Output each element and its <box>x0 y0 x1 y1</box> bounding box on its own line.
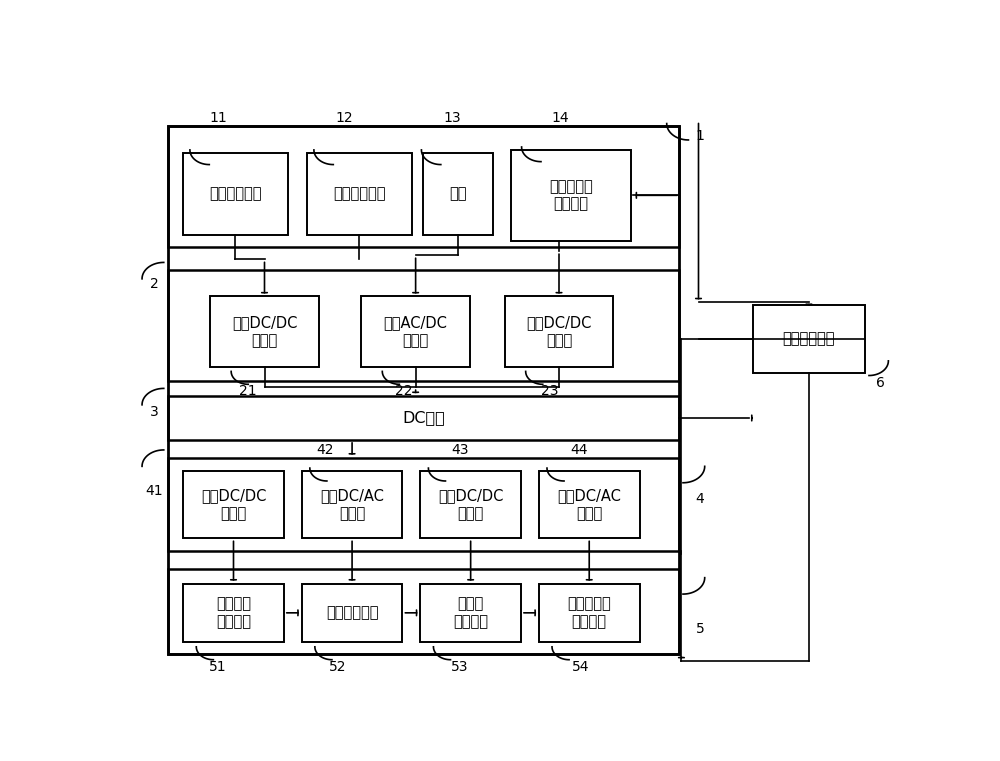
Text: 11: 11 <box>209 110 227 125</box>
Bar <box>511 150 631 240</box>
Text: 21: 21 <box>239 384 256 398</box>
Text: 5: 5 <box>696 622 704 636</box>
Text: 第一DC/AC
变换器: 第一DC/AC 变换器 <box>320 489 384 521</box>
Text: 42: 42 <box>316 443 334 457</box>
Text: 2: 2 <box>150 276 159 291</box>
Text: 第二DC/DC
变换器: 第二DC/DC 变换器 <box>526 315 592 348</box>
Bar <box>168 396 679 440</box>
Text: 高纯铝阳极
制备装置: 高纯铝阳极 制备装置 <box>567 597 611 629</box>
Text: 12: 12 <box>336 110 353 125</box>
Text: 铝能转换
存储装置: 铝能转换 存储装置 <box>216 597 251 629</box>
Bar <box>423 153 493 235</box>
Text: 3: 3 <box>150 406 159 419</box>
Bar <box>168 126 679 247</box>
Text: 43: 43 <box>451 443 469 457</box>
Bar <box>183 471 284 539</box>
Text: 23: 23 <box>541 384 558 398</box>
Bar <box>183 584 284 642</box>
Bar <box>183 153 288 235</box>
Text: 4: 4 <box>696 492 704 505</box>
Bar <box>539 584 640 642</box>
Text: 第一AC/DC
变换器: 第一AC/DC 变换器 <box>384 315 448 348</box>
Text: 41: 41 <box>146 484 163 498</box>
Bar <box>420 584 521 642</box>
Text: 智能控制装置: 智能控制装置 <box>783 331 835 346</box>
Bar <box>302 584 402 642</box>
Bar <box>210 297 319 367</box>
Text: 第三DC/DC
变换器: 第三DC/DC 变换器 <box>201 489 266 521</box>
Text: 14: 14 <box>552 110 569 125</box>
Text: 高纯铝
制备装置: 高纯铝 制备装置 <box>453 597 488 629</box>
Text: 第四DC/DC
变换器: 第四DC/DC 变换器 <box>438 489 503 521</box>
Text: 光伏发电单元: 光伏发电单元 <box>209 186 262 202</box>
Text: 1: 1 <box>696 129 704 143</box>
Bar <box>361 297 470 367</box>
Bar <box>168 126 679 654</box>
Bar <box>168 457 679 551</box>
Bar <box>302 471 402 539</box>
Text: 铝水运输装置: 铝水运输装置 <box>326 605 378 620</box>
Bar <box>420 471 521 539</box>
Text: 22: 22 <box>395 384 413 398</box>
Bar <box>307 153 412 235</box>
Text: 风力发电单元: 风力发电单元 <box>333 186 386 202</box>
Text: 54: 54 <box>572 660 589 673</box>
Text: 第一DC/DC
变换器: 第一DC/DC 变换器 <box>232 315 297 348</box>
Bar <box>168 569 679 654</box>
Text: 市电: 市电 <box>450 186 467 202</box>
Text: 52: 52 <box>329 660 347 673</box>
Text: 53: 53 <box>451 660 469 673</box>
Bar <box>539 471 640 539</box>
Text: 铝空气电池
发电单元: 铝空气电池 发电单元 <box>549 179 593 212</box>
Bar <box>505 297 613 367</box>
Text: DC母线: DC母线 <box>402 410 445 425</box>
Text: 13: 13 <box>443 110 461 125</box>
Text: 第二DC/AC
变换器: 第二DC/AC 变换器 <box>557 489 621 521</box>
Text: 44: 44 <box>570 443 588 457</box>
Bar <box>753 305 865 373</box>
Text: 6: 6 <box>876 376 885 390</box>
Text: 51: 51 <box>209 660 227 673</box>
Bar <box>168 270 679 381</box>
